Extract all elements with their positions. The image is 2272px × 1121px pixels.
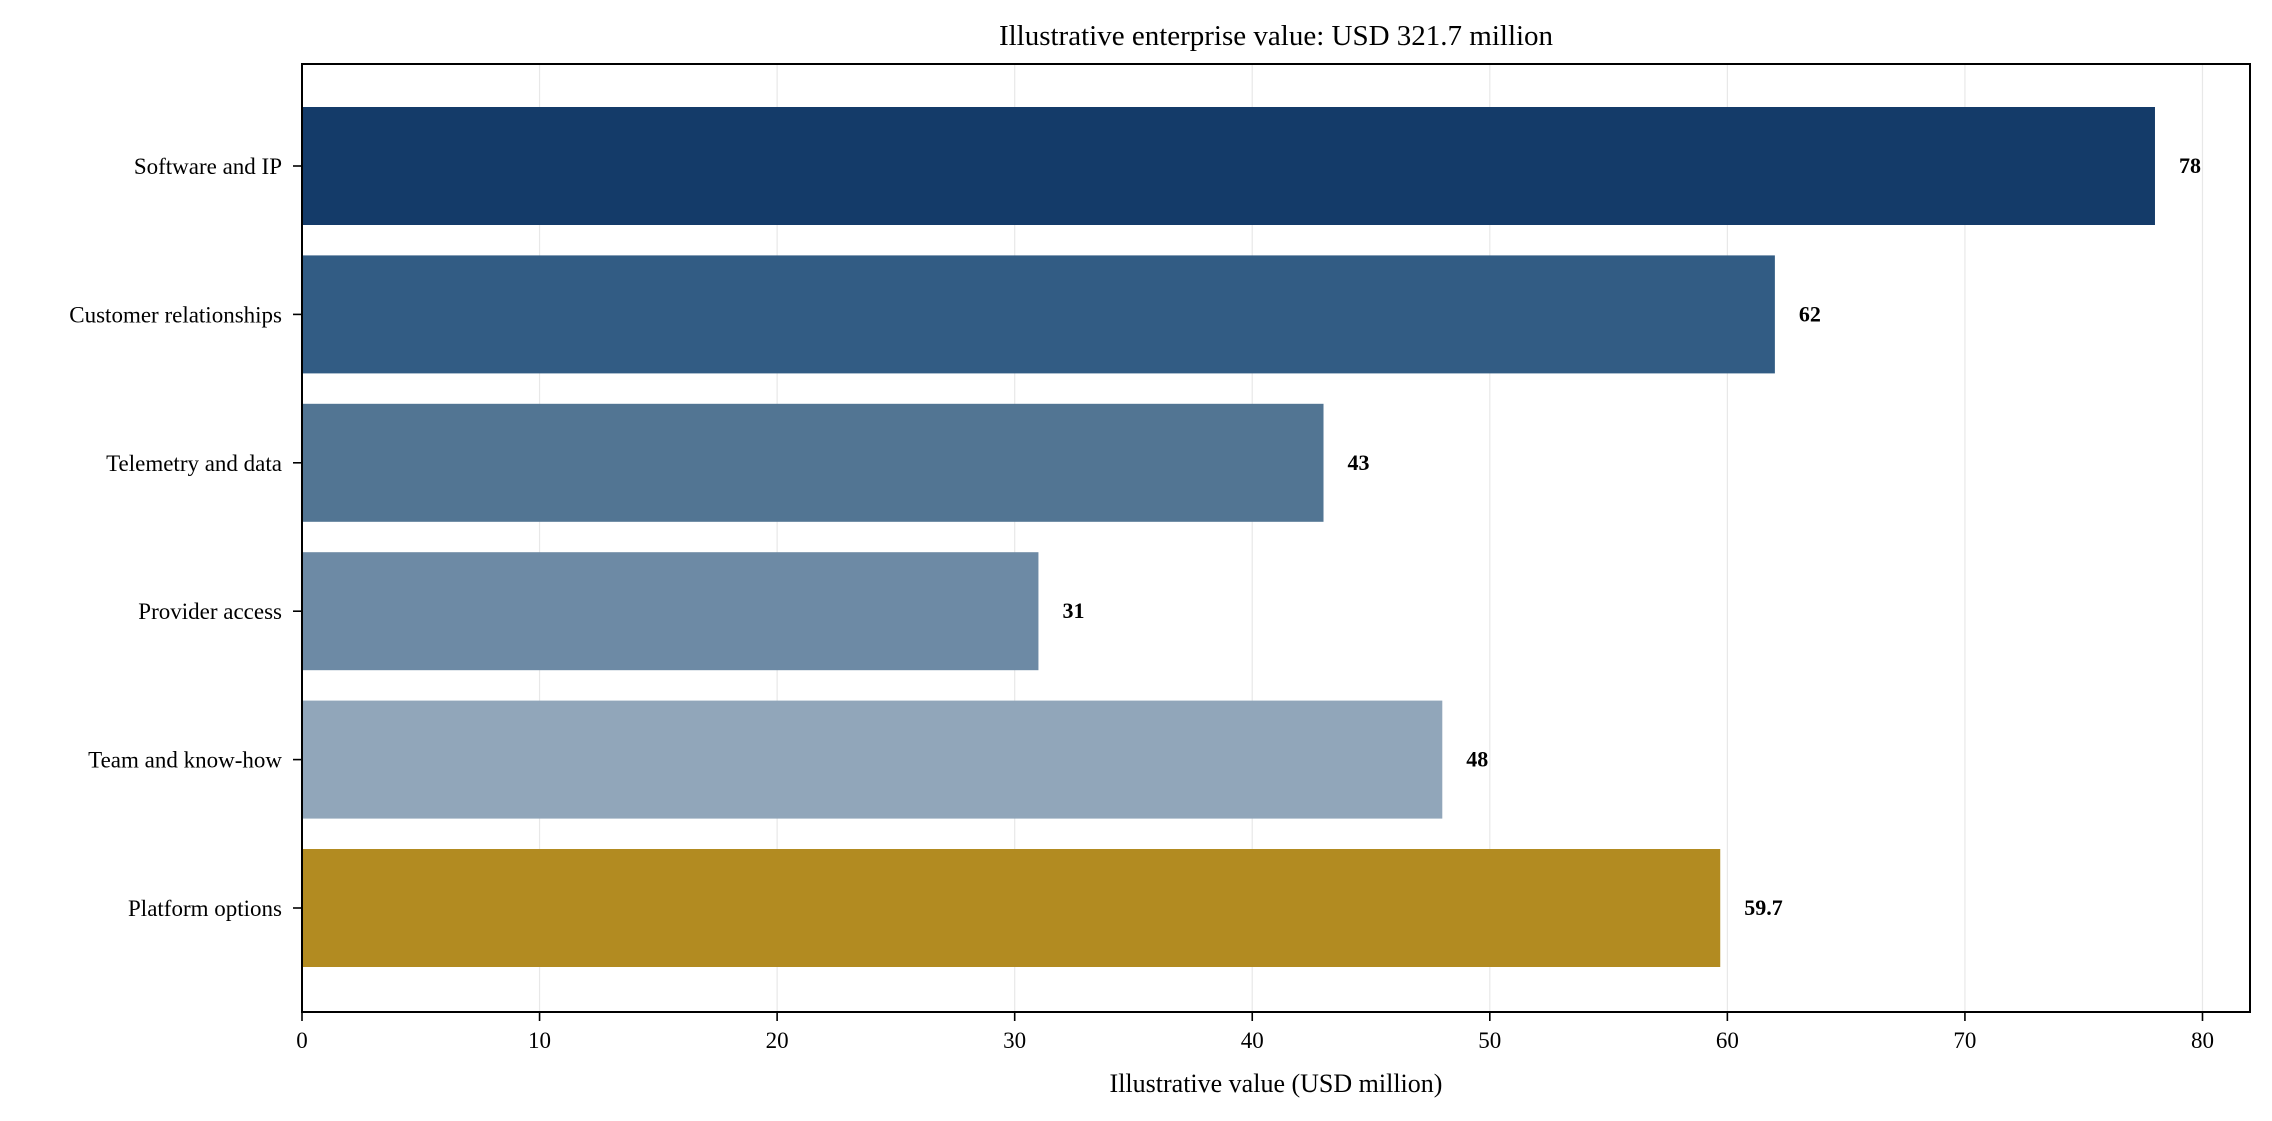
bar-customer-relationships — [302, 255, 1775, 374]
x-tick-label: 80 — [2191, 1028, 2214, 1053]
y-tick-label: Customer relationships — [69, 302, 282, 327]
value-label: 31 — [1062, 598, 1084, 623]
bar-platform-options — [302, 849, 1721, 967]
chart-title: Illustrative enterprise value: USD 321.7… — [999, 20, 1554, 52]
y-axis-ticks: Software and IP Customer relationships Tel… — [69, 154, 302, 921]
bar-provider-access — [302, 552, 1039, 671]
bars — [302, 107, 2155, 967]
bar-software-and-ip — [302, 107, 2155, 225]
x-tick-label: 0 — [296, 1028, 308, 1053]
x-tick-label: 60 — [1716, 1028, 1739, 1053]
value-label: 78 — [2179, 153, 2201, 178]
y-tick-label: Telemetry and data — [106, 451, 282, 476]
y-tick-label: Provider access — [138, 599, 282, 624]
x-axis-ticks: 0 10 20 30 40 50 60 70 80 — [296, 1012, 2214, 1053]
plot-frame — [301, 63, 2251, 1013]
x-tick-label: 70 — [1953, 1028, 1976, 1053]
x-axis-label: Illustrative value (USD million) — [1110, 1069, 1443, 1098]
y-tick-label: Software and IP — [134, 154, 282, 179]
value-label: 62 — [1799, 301, 1821, 326]
bar-team-and-know-how — [302, 700, 1443, 819]
value-label: 43 — [1348, 450, 1370, 475]
value-labels: 78 62 43 31 48 59.7 — [1062, 153, 2201, 920]
y-tick-label: Platform options — [128, 896, 282, 921]
x-tick-label: 10 — [528, 1028, 551, 1053]
x-tick-label: 20 — [766, 1028, 789, 1053]
value-label: 59.7 — [1744, 895, 1783, 920]
y-tick-label: Team and know-how — [88, 748, 282, 773]
x-tick-label: 50 — [1478, 1028, 1501, 1053]
bar-telemetry-and-data — [302, 403, 1324, 522]
value-label: 48 — [1466, 747, 1488, 772]
x-tick-label: 30 — [1003, 1028, 1026, 1053]
x-tick-label: 40 — [1241, 1028, 1264, 1053]
